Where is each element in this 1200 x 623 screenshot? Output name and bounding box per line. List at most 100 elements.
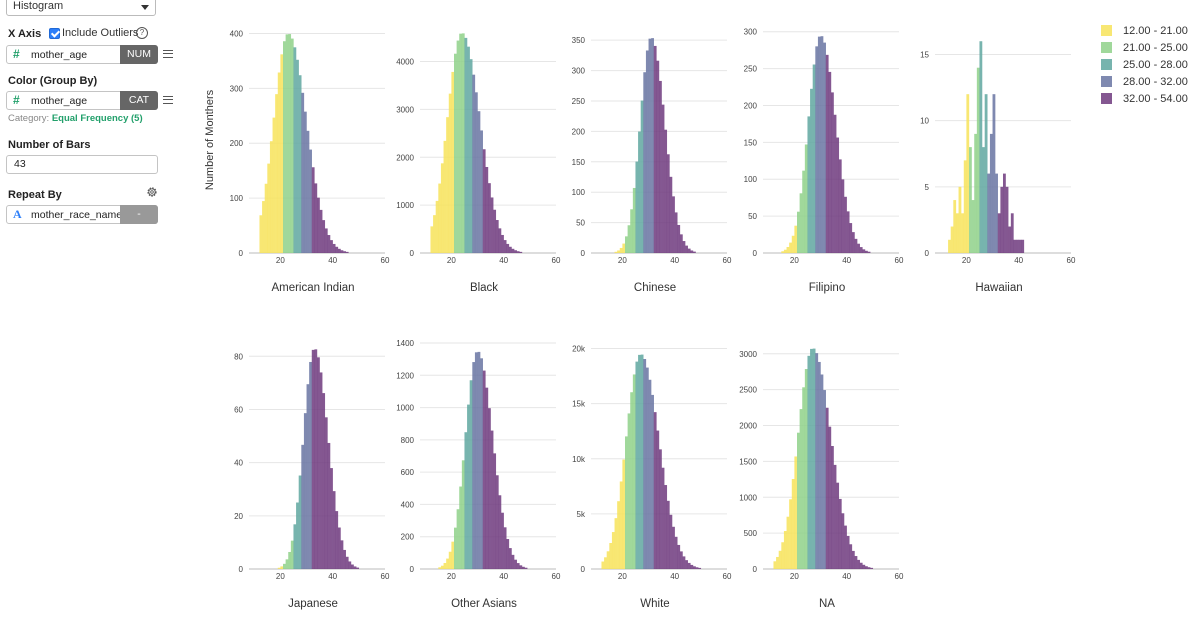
histogram-bar [519,251,523,253]
histogram-bar [522,566,525,569]
number-of-bars-input[interactable]: 43 [6,155,158,174]
histogram-bar [783,531,787,569]
histogram-bar [501,234,504,253]
repeat-by-type-button[interactable]: - [120,205,158,224]
histogram-bar [630,392,634,569]
color-menu-icon[interactable] [163,96,173,104]
histogram-bar [786,247,790,253]
y-tick-label: 250 [744,65,758,74]
y-tick-label: 5k [577,510,586,519]
histogram-bar [340,250,344,253]
histogram-bar [961,213,964,253]
histogram-bar [482,149,486,253]
histogram-bar [817,36,821,254]
y-tick-label: 40 [234,459,243,468]
histogram-bar [614,518,618,569]
y-tick-label: 200 [230,139,244,148]
x-axis-type-button[interactable]: NUM [120,45,158,64]
category-link[interactable]: Equal Frequency (5) [51,113,143,124]
histogram-bar [841,513,845,569]
histogram-bar [285,34,289,254]
histogram-bar [490,197,494,253]
histogram-bar [857,243,860,253]
y-tick-label: 0 [239,249,244,258]
help-icon[interactable]: ? [136,27,148,39]
histogram-bar [846,211,850,253]
histogram-bar [783,249,787,253]
y-tick-label: 350 [572,36,586,45]
histogram-bar [311,349,315,569]
x-tick-label: 60 [552,572,561,581]
x-tick-label: 20 [618,256,627,265]
histogram-bar [490,430,494,569]
gear-icon[interactable] [146,186,158,198]
histogram-bar [493,209,497,253]
legend-swatch [1101,42,1112,53]
y-tick-label: 60 [234,405,243,414]
histogram-bar [272,117,276,253]
histogram-bar [485,166,489,253]
histogram-bar [296,59,299,253]
histogram-bar [992,94,996,253]
histogram-bar [317,197,320,253]
histogram-bar [651,394,654,569]
histogram-bar [815,46,819,253]
histogram-bar [1003,173,1006,253]
x-tick-label: 60 [723,256,732,265]
histogram-bar [635,361,639,569]
histogram-bar [804,144,808,253]
histogram-bar [844,525,847,569]
panel-title: White [640,598,669,610]
histogram-bar [506,539,510,569]
histogram-bar [277,567,281,569]
histogram-bar [664,129,668,253]
x-tick-label: 60 [1067,256,1076,265]
histogram-bar [865,566,868,569]
y-tick-label: 0 [239,565,244,574]
x-tick-label: 40 [328,572,337,581]
histogram-bar [690,250,694,253]
histogram-bar [862,249,866,253]
histogram-bar [327,235,331,253]
histogram-bar [290,38,294,253]
histogram-bar [324,228,328,253]
histogram-bar [446,558,449,569]
histogram-bar [324,417,328,569]
histogram-bar [293,524,297,569]
color-field[interactable]: # mother_age CAT [6,91,158,110]
include-outliers-checkbox[interactable] [49,28,60,39]
repeat-by-field[interactable]: A mother_race_name - [6,205,158,224]
histogram-bar [828,71,832,254]
include-outliers-label: Include Outliers [62,27,139,39]
histogram-bar [1008,226,1012,253]
y-tick-label: 150 [572,158,586,167]
histogram-bar [614,251,618,253]
histogram-bar [332,491,336,569]
histogram-bar [823,390,826,569]
histogram-bar [495,475,499,569]
legend-swatch [1101,25,1112,36]
histogram-bar [664,485,668,569]
color-type-button[interactable]: CAT [120,91,158,110]
histogram-bar [865,250,868,253]
histogram-bar [648,38,652,253]
histogram-bar [640,354,644,569]
histogram-bar [645,367,649,569]
histogram-bar [687,248,691,253]
histogram-bar [269,141,273,253]
y-tick-label: 15k [572,400,586,409]
text-type-icon: A [13,207,22,221]
histogram-bar [451,541,455,569]
x-tick-label: 40 [842,256,851,265]
y-tick-label: 400 [401,500,415,509]
x-tick-label: 40 [499,256,508,265]
x-axis-field[interactable]: # mother_age NUM [6,45,158,64]
histogram-bar [293,47,297,254]
histogram-bar [679,234,683,253]
histogram-bar [632,187,636,253]
histogram-bar [781,251,785,253]
x-axis-menu-icon[interactable] [163,50,173,58]
histogram-bar [438,567,442,569]
chart-type-select[interactable]: Histogram [6,0,156,16]
histogram-bar [1000,186,1004,253]
